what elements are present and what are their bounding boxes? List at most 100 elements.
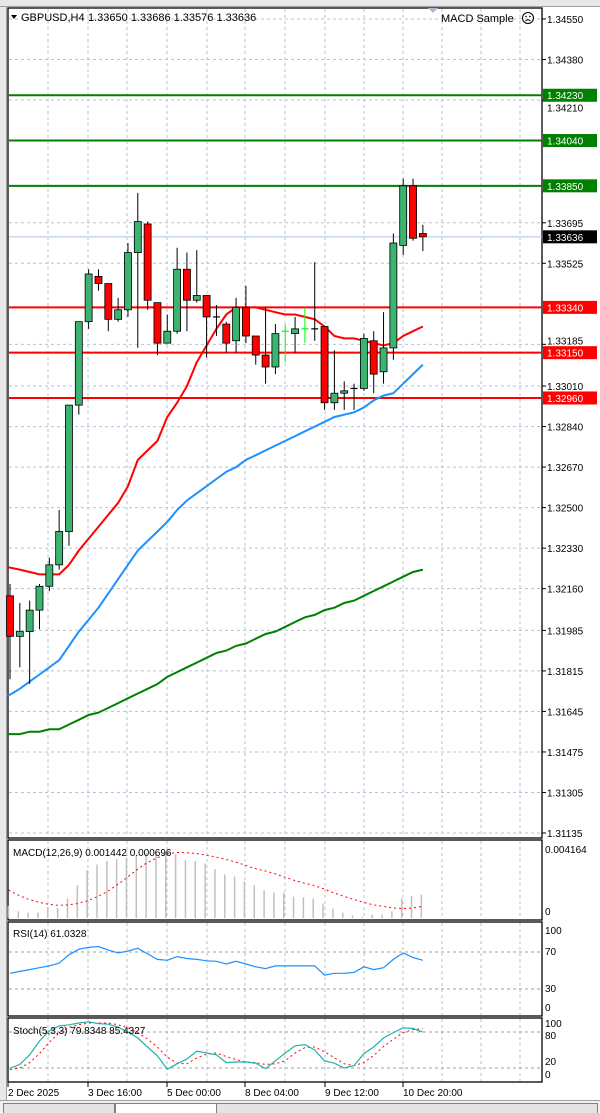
candle <box>163 314 172 344</box>
chart-tab[interactable] <box>3 1103 115 1113</box>
candle <box>212 305 220 336</box>
candle <box>6 583 14 680</box>
level-price-label: 1.33150 <box>547 349 584 360</box>
stoch-main-line <box>9 1021 424 1070</box>
stoch-scale-label: 0 <box>545 1070 551 1081</box>
price-tick-label: 1.32840 <box>547 423 584 434</box>
candle-body <box>104 283 113 320</box>
candle <box>369 331 378 394</box>
window-frame-top <box>0 0 600 7</box>
candle-body <box>133 221 142 253</box>
level-price-label: 1.32960 <box>547 394 584 405</box>
price-tick-label: 1.33695 <box>547 219 584 230</box>
candle <box>242 285 250 344</box>
pane-frame <box>7 7 543 839</box>
candle-body <box>153 302 162 344</box>
sad-face-icon[interactable] <box>522 12 534 24</box>
candle <box>409 178 417 241</box>
candle-body <box>94 276 103 284</box>
candle <box>389 233 398 360</box>
candle-body <box>74 321 83 406</box>
price-tick-label: 1.34550 <box>547 15 584 26</box>
price-tick-label: 1.31985 <box>547 626 584 637</box>
candle <box>124 243 132 317</box>
current-price-label: 1.33636 <box>547 233 584 244</box>
support-level-tag <box>543 300 597 314</box>
candle <box>183 252 191 332</box>
price-tick-label: 1.33525 <box>547 259 584 270</box>
candle-body <box>35 585 44 611</box>
candle-body <box>163 330 172 344</box>
resistance-level-tag <box>543 134 597 148</box>
candle-body <box>124 252 132 311</box>
macd-zero-label: 0 <box>545 907 551 918</box>
time-tick-label: 2 Dec 2025 <box>8 1088 60 1099</box>
rsi-scale-label: 0 <box>545 1003 551 1014</box>
chart-tab-active[interactable] <box>115 1103 217 1113</box>
rsi-label: RSI(14) 61.0328 <box>13 929 87 940</box>
price-tick-label: 1.31645 <box>547 707 584 718</box>
candle <box>261 307 270 384</box>
candle-body <box>6 595 14 637</box>
symbol-label: GBPUSD,H4 <box>21 12 85 24</box>
candle-body <box>340 390 349 394</box>
ma-mid-line <box>7 363 424 697</box>
expert-advisor-label: MACD Sample <box>441 13 514 25</box>
candle-body <box>418 233 427 238</box>
time-tick-label: 10 Dec 20:00 <box>403 1088 463 1099</box>
candle <box>251 335 260 365</box>
macd-pane: MACD(12,26,9) 0.001442 0.000696 0.004164 0 <box>7 845 587 918</box>
candle <box>320 326 329 410</box>
candle <box>25 600 34 685</box>
candle-body <box>251 335 260 356</box>
macd-signal-line <box>8 851 422 910</box>
candle <box>311 262 319 341</box>
candle-body <box>15 631 24 637</box>
price-tick-label: 1.32670 <box>547 463 584 474</box>
grid-lines <box>7 7 543 1083</box>
level-price-label: 1.34230 <box>547 91 584 102</box>
horizontal-levels <box>9 94 542 399</box>
chart-header: GBPUSD,H4 1.33650 1.33686 1.33576 1.3363… <box>11 8 534 25</box>
level-price-label: 1.33340 <box>547 303 584 314</box>
candle <box>301 307 309 344</box>
candle-body <box>45 564 54 587</box>
candle <box>222 321 231 353</box>
chart-tab[interactable] <box>216 1103 598 1113</box>
candle <box>45 557 54 592</box>
level-price-label: 1.34040 <box>547 137 584 148</box>
symbol-dropdown-icon[interactable] <box>11 15 17 19</box>
rsi-scale-label: 100 <box>545 926 562 937</box>
price-tick-label: 1.32160 <box>547 585 584 596</box>
candle <box>74 321 83 415</box>
candle-body <box>359 337 368 389</box>
candle-body <box>242 306 250 337</box>
rsi-scale-label: 30 <box>545 984 557 995</box>
candle-body <box>330 392 339 404</box>
candle <box>143 221 152 310</box>
stoch-scale-label: 20 <box>545 1057 557 1068</box>
price-tick-label: 1.32330 <box>547 544 584 555</box>
resistance-level-tag <box>543 88 597 102</box>
macd-label: MACD(12,26,9) 0.001442 0.000696 <box>13 848 172 859</box>
pane-frame <box>7 839 543 921</box>
chart-tabs-bar <box>0 1100 600 1113</box>
price-axis: 1.34550 1.34380 1.34210 1.33695 1.33525 1.331… <box>542 15 597 840</box>
support-level-tag <box>543 346 597 360</box>
rsi-pane: RSI(14) 61.0328 100 70 30 0 <box>9 926 562 1014</box>
candle-body <box>271 333 280 368</box>
candle-body <box>389 242 398 349</box>
candles <box>6 178 427 685</box>
chart-shift-marker-icon[interactable] <box>428 8 438 13</box>
price-tick-label: 1.32500 <box>547 504 584 515</box>
candle-body <box>84 273 93 323</box>
pane-frame <box>7 921 543 1017</box>
level-price-label: 1.33850 <box>547 182 584 193</box>
candle-body <box>409 185 417 239</box>
candle <box>55 510 64 570</box>
candle <box>399 178 408 255</box>
current-price-tag <box>543 230 597 244</box>
candle <box>84 269 93 329</box>
